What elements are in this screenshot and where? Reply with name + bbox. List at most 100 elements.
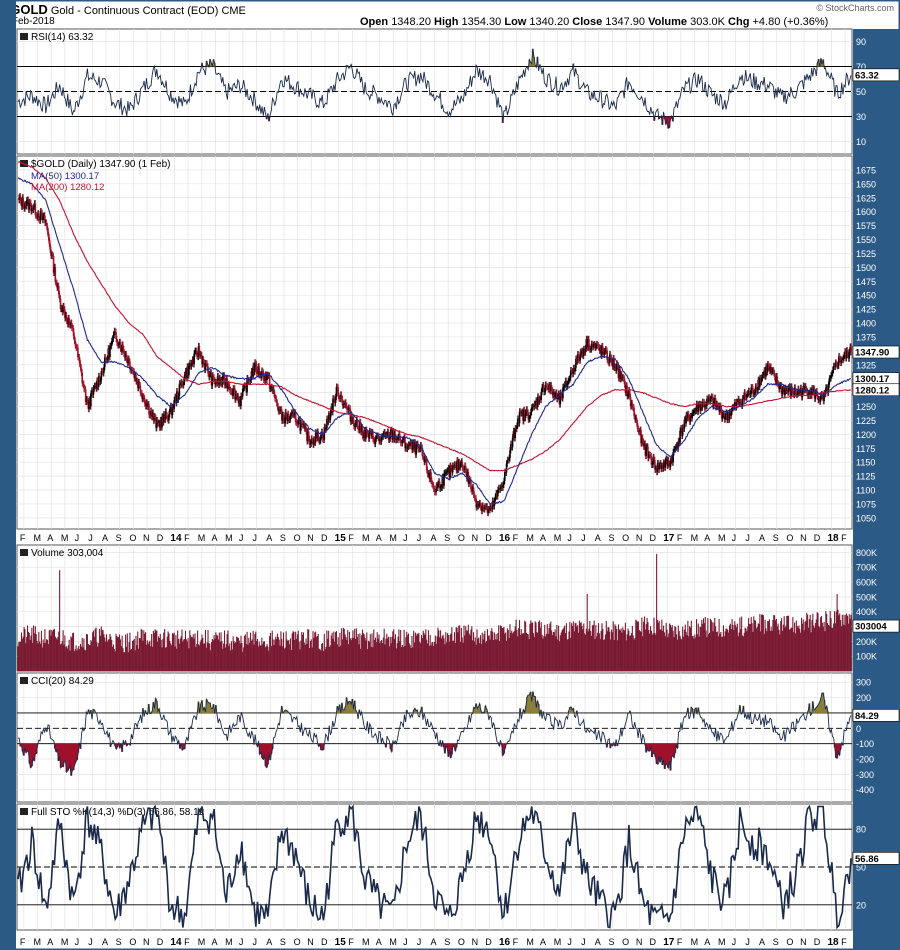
volume-value: 303.0K xyxy=(690,16,725,28)
top-x-month-label: D xyxy=(321,533,328,543)
bottom-x-month-label: A xyxy=(211,937,217,947)
rsi-last-label: 63.32 xyxy=(855,70,879,81)
price-tick-label: 1625 xyxy=(856,193,876,203)
ma50-line xyxy=(17,177,852,505)
bottom-x-month-label: N xyxy=(636,937,643,947)
top-x-month-label: N xyxy=(472,533,479,543)
price-tick-label: 1250 xyxy=(856,402,876,412)
cci-tick-label: 200 xyxy=(856,693,871,703)
top-x-month-label: 18 xyxy=(827,533,839,544)
rsi-panel-marker xyxy=(20,33,28,40)
volume-last-label: 303004 xyxy=(855,622,887,633)
volume-tick-label: 700K xyxy=(856,563,877,573)
top-x-month-label: O xyxy=(786,533,793,543)
top-x-month-label: 14 xyxy=(170,533,182,544)
volume-tick-label: 200K xyxy=(856,637,877,647)
bottom-x-month-label: M xyxy=(554,937,562,947)
top-x-month-label: D xyxy=(814,533,821,543)
top-x-month-label: S xyxy=(116,533,122,543)
top-x-month-label: M xyxy=(61,533,69,543)
top-x-month-label: F xyxy=(677,533,683,543)
bottom-x-month-label: J xyxy=(417,937,422,947)
price-tick-label: 1375 xyxy=(856,332,876,342)
ma50-legend: MA(50) 1300.17 xyxy=(31,171,99,182)
ma200-legend: MA(200) 1280.12 xyxy=(31,182,104,193)
left-border-strip xyxy=(0,0,16,950)
volume-tick-label: 100K xyxy=(856,652,877,662)
top-x-month-label: O xyxy=(129,533,136,543)
bottom-x-month-label: S xyxy=(116,937,122,947)
bottom-x-month-label: A xyxy=(431,937,437,947)
bottom-x-month-label: M xyxy=(34,937,42,947)
top-x-month-label: M xyxy=(198,533,206,543)
top-x-month-label: O xyxy=(622,533,629,543)
bottom-x-month-label: D xyxy=(321,937,328,947)
bottom-x-month-label: F xyxy=(841,937,847,947)
exchange: CME xyxy=(221,5,246,17)
ohlc-readout: Open 1348.20 High 1354.30 Low 1340.20 Cl… xyxy=(360,16,828,28)
bottom-x-month-label: O xyxy=(458,937,465,947)
top-x-month-label: D xyxy=(485,533,492,543)
top-x-month-label: J xyxy=(239,533,244,543)
top-x-month-label: F xyxy=(348,533,354,543)
close-label: Close xyxy=(572,16,603,28)
top-x-month-label: A xyxy=(47,533,53,543)
top-x-month-label: S xyxy=(608,533,614,543)
bottom-x-month-label: F xyxy=(348,937,354,947)
top-x-month-label: J xyxy=(581,533,586,543)
price-tick-label: 1100 xyxy=(856,486,875,496)
rsi-title: RSI(14) 63.32 xyxy=(31,32,94,43)
bottom-x-month-label: J xyxy=(253,937,258,947)
top-x-month-label: J xyxy=(567,533,572,543)
top-x-month-label: D xyxy=(157,533,164,543)
cci-panel-marker xyxy=(20,677,28,684)
top-x-month-label: M xyxy=(691,533,699,543)
bottom-x-month-label: O xyxy=(622,937,629,947)
rsi-tick-label: 30 xyxy=(856,112,866,122)
high-value: 1354.30 xyxy=(461,16,502,28)
bottom-x-month-label: S xyxy=(280,937,286,947)
top-x-month-label: A xyxy=(376,533,382,543)
bottom-x-month-label: 18 xyxy=(827,937,839,948)
open-value: 1348.20 xyxy=(391,16,431,28)
price-tick-label: 1475 xyxy=(856,277,876,287)
bottom-x-month-label: J xyxy=(567,937,572,947)
top-x-month-label: 16 xyxy=(499,533,511,544)
bottom-x-month-label: A xyxy=(266,937,272,947)
ma50-last-label: 1300.17 xyxy=(855,374,889,385)
price-tick-label: 1525 xyxy=(856,249,876,259)
volume-tick-label: 600K xyxy=(856,578,877,588)
chg-value: +4.80 (+0.36%) xyxy=(752,16,829,28)
top-x-month-label: S xyxy=(444,533,450,543)
bottom-x-month-label: 14 xyxy=(170,937,182,948)
stochastic-k-line xyxy=(17,804,852,930)
ma200-last-label: 1280.12 xyxy=(855,385,889,396)
top-x-month-label: J xyxy=(417,533,422,543)
bottom-x-month-label: 17 xyxy=(663,937,675,948)
price-tick-label: 1050 xyxy=(856,513,876,523)
top-x-month-label: O xyxy=(458,533,465,543)
volume-title: Volume 303,004 xyxy=(31,548,104,559)
bottom-x-month-label: F xyxy=(20,937,26,947)
cci-line xyxy=(17,691,852,776)
bottom-x-month-label: N xyxy=(800,937,807,947)
price-tick-label: 1500 xyxy=(856,263,876,273)
bottom-x-month-label: M xyxy=(362,937,370,947)
top-x-month-label: D xyxy=(650,533,657,543)
top-x-month-label: J xyxy=(88,533,93,543)
top-x-month-label: A xyxy=(102,533,108,543)
right-axis-strip xyxy=(853,29,900,950)
stochastic-tick-label: 80 xyxy=(856,825,866,835)
rsi-last-label-box xyxy=(852,68,900,82)
cci-last-label-box xyxy=(852,709,900,722)
top-x-month-label: M xyxy=(526,533,534,543)
bottom-x-month-label: J xyxy=(88,937,93,947)
bottom-x-month-label: A xyxy=(595,937,601,947)
top-x-month-label: F xyxy=(20,533,26,543)
top-x-month-label: A xyxy=(759,533,765,543)
top-x-month-label: J xyxy=(75,533,80,543)
top-x-month-label: M xyxy=(718,533,726,543)
top-x-month-label: A xyxy=(595,533,601,543)
bottom-x-month-label: A xyxy=(376,937,382,947)
